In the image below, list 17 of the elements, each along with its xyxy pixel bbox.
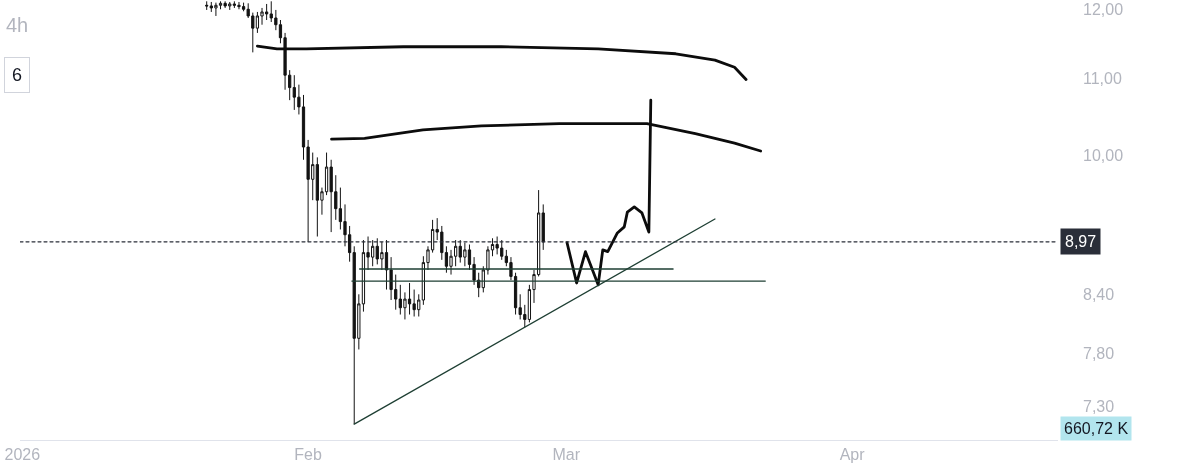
candlestick xyxy=(205,0,209,11)
y-tick-label: 10,00 xyxy=(1083,146,1124,164)
x-tick-label: 2026 xyxy=(4,446,41,464)
text: 660,72 K xyxy=(1064,420,1129,437)
y-tick-label: 7,80 xyxy=(1083,345,1115,363)
candlestick xyxy=(407,282,412,316)
text: 4h xyxy=(6,14,29,36)
y-tick-label: 11,00 xyxy=(1083,70,1122,88)
y-tick-label: 7,30 xyxy=(1083,398,1115,416)
annotation: 6 xyxy=(12,65,23,85)
candlestick xyxy=(237,1,241,10)
ref-line-label: 8,97 xyxy=(1065,233,1097,250)
y-tick-label: 12,00 xyxy=(1083,0,1124,18)
y-tick-label: 8,40 xyxy=(1083,285,1115,303)
x-tick-label: Mar xyxy=(552,446,581,464)
x-tick-label: Feb xyxy=(294,446,322,464)
x-tick-label: Apr xyxy=(839,446,866,464)
